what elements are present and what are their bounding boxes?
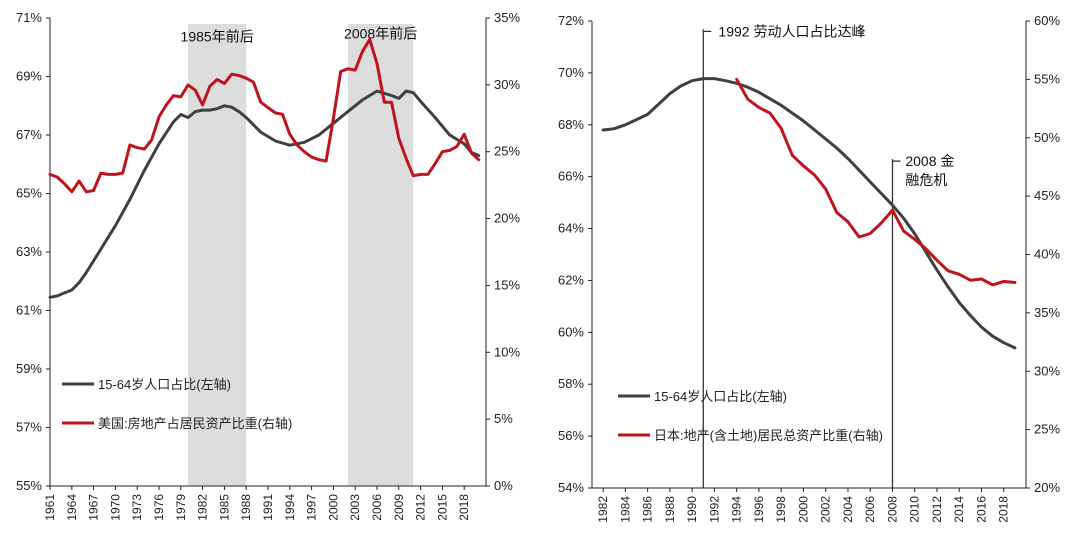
- shaded-period-0: [188, 24, 247, 486]
- right-tick-label: 0%: [494, 478, 513, 493]
- right-tick-label: 25%: [1034, 422, 1060, 437]
- x-tick-label: 2010: [908, 496, 922, 523]
- right-tick-label: 15%: [494, 277, 520, 292]
- x-tick-label: 1988: [663, 496, 677, 523]
- x-tick-label: 1967: [87, 494, 101, 521]
- x-tick-label: 1986: [641, 496, 655, 523]
- x-tick-label: 1984: [618, 496, 632, 523]
- left-tick-label: 60%: [558, 324, 584, 339]
- x-tick-label: 1982: [196, 494, 210, 521]
- x-tick-label: 1979: [174, 494, 188, 521]
- x-tick-label: 2006: [863, 496, 877, 523]
- x-tick-label: 1994: [283, 494, 297, 521]
- x-tick-label: 2009: [392, 494, 406, 521]
- x-tick-label: 2003: [348, 494, 362, 521]
- legend-label: 15-64岁人口占比(左轴): [654, 389, 787, 404]
- x-tick-label: 1970: [108, 494, 122, 521]
- x-tick-label: 1961: [43, 494, 57, 521]
- left-tick-label: 70%: [558, 65, 584, 80]
- left-tick-label: 66%: [558, 169, 584, 184]
- x-tick-label: 1996: [752, 496, 766, 523]
- left-tick-label: 58%: [558, 376, 584, 391]
- left-tick-label: 65%: [16, 186, 42, 201]
- left-tick-label: 54%: [558, 480, 584, 495]
- left-tick-label: 57%: [16, 420, 42, 435]
- x-tick-label: 1976: [152, 494, 166, 521]
- x-tick-label: 2004: [841, 496, 855, 523]
- right-tick-label: 20%: [1034, 480, 1060, 495]
- x-tick-label: 1964: [65, 494, 79, 521]
- right-tick-label: 10%: [494, 344, 520, 359]
- x-tick-label: 2002: [819, 496, 833, 523]
- legend-label: 15-64岁人口占比(左轴): [98, 377, 231, 392]
- right-tick-label: 35%: [494, 10, 520, 25]
- x-tick-label: 2012: [930, 496, 944, 523]
- x-tick-label: 2006: [370, 494, 384, 521]
- left-tick-label: 67%: [16, 127, 42, 142]
- left-tick-label: 71%: [16, 10, 42, 25]
- annotation-label: 1985年前后: [181, 28, 254, 44]
- right-tick-label: 50%: [1034, 130, 1060, 145]
- left-tick-label: 72%: [558, 13, 584, 28]
- annotation-label: 2008年前后: [344, 25, 417, 41]
- x-tick-label: 1991: [261, 494, 275, 521]
- x-tick-label: 1990: [685, 496, 699, 523]
- annotation-label: 2008 金: [905, 153, 954, 169]
- annotation-label: 1992 劳动人口占比达峰: [718, 23, 865, 39]
- right-tick-label: 35%: [1034, 305, 1060, 320]
- us-population-housing-chart: 55% 57% 59% 61% 63% 65% 67% 69% 71% 0% 5% 10% 15% 20%…: [16, 10, 520, 521]
- right-tick-label: 60%: [1034, 13, 1060, 28]
- x-tick-label: 2018: [457, 494, 471, 521]
- right-tick-label: 40%: [1034, 247, 1060, 262]
- x-tick-label: 2016: [974, 496, 988, 523]
- left-tick-label: 64%: [558, 221, 584, 236]
- housing-share-line: [735, 77, 1017, 287]
- left-tick-label: 59%: [16, 361, 42, 376]
- housing-share-line: [48, 37, 481, 194]
- left-tick-label: 68%: [558, 117, 584, 132]
- annotation-label: 融危机: [905, 172, 947, 188]
- right-tick-label: 30%: [494, 77, 520, 92]
- x-tick-label: 1998: [774, 496, 788, 523]
- right-tick-label: 55%: [1034, 71, 1060, 86]
- x-tick-label: 2000: [796, 496, 810, 523]
- x-tick-label: 1988: [239, 494, 253, 521]
- legend-label: 美国:房地产占居民资产比重(右轴): [98, 416, 292, 431]
- x-tick-label: 2008: [885, 496, 899, 523]
- population-share-line: [48, 89, 481, 299]
- left-tick-label: 63%: [16, 244, 42, 259]
- x-tick-label: 2014: [952, 496, 966, 523]
- x-tick-label: 1994: [730, 496, 744, 523]
- japan-population-housing-chart: 54% 56% 58% 60% 62% 64% 66% 68% 70% 72% 20% 25% 30% 3…: [558, 13, 1060, 523]
- x-tick-label: 2015: [435, 494, 449, 521]
- left-tick-label: 69%: [16, 69, 42, 84]
- right-tick-label: 20%: [494, 211, 520, 226]
- left-tick-label: 61%: [16, 303, 42, 318]
- population-share-line: [601, 77, 1017, 350]
- x-tick-label: 1982: [596, 496, 610, 523]
- legend-label: 日本:地产(含土地)居民总资产比重(右轴): [654, 428, 883, 443]
- x-tick-label: 2000: [326, 494, 340, 521]
- x-tick-label: 1973: [130, 494, 144, 521]
- x-tick-label: 1992: [707, 496, 721, 523]
- left-tick-label: 62%: [558, 272, 584, 287]
- right-tick-label: 45%: [1034, 188, 1060, 203]
- x-tick-label: 2012: [414, 494, 428, 521]
- x-tick-label: 1997: [305, 494, 319, 521]
- left-tick-label: 55%: [16, 478, 42, 493]
- right-tick-label: 5%: [494, 411, 513, 426]
- right-tick-label: 30%: [1034, 363, 1060, 378]
- right-tick-label: 25%: [494, 144, 520, 159]
- x-tick-label: 1985: [217, 494, 231, 521]
- left-tick-label: 56%: [558, 428, 584, 443]
- x-tick-label: 2018: [997, 496, 1011, 523]
